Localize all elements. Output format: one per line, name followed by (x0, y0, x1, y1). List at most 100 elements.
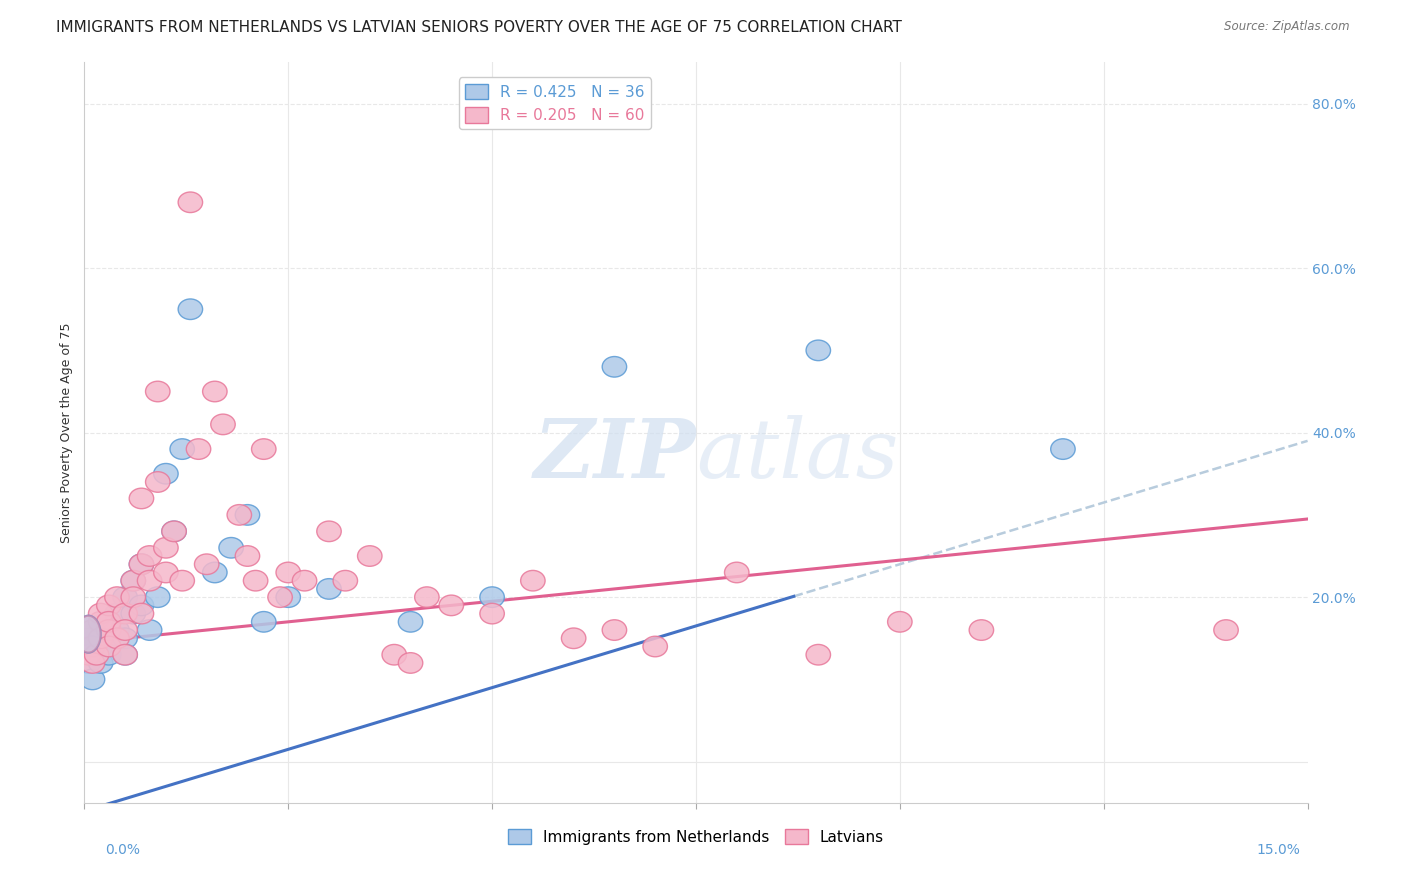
Ellipse shape (333, 570, 357, 591)
Ellipse shape (252, 439, 276, 459)
Ellipse shape (316, 521, 342, 541)
Ellipse shape (1213, 620, 1239, 640)
Ellipse shape (439, 595, 464, 615)
Ellipse shape (276, 562, 301, 582)
Text: 15.0%: 15.0% (1257, 843, 1301, 857)
Ellipse shape (97, 595, 121, 615)
Ellipse shape (292, 570, 316, 591)
Ellipse shape (112, 603, 138, 624)
Ellipse shape (138, 620, 162, 640)
Ellipse shape (153, 464, 179, 484)
Ellipse shape (97, 628, 121, 648)
Ellipse shape (235, 546, 260, 566)
Ellipse shape (602, 620, 627, 640)
Ellipse shape (479, 587, 505, 607)
Text: IMMIGRANTS FROM NETHERLANDS VS LATVIAN SENIORS POVERTY OVER THE AGE OF 75 CORREL: IMMIGRANTS FROM NETHERLANDS VS LATVIAN S… (56, 20, 903, 35)
Ellipse shape (97, 620, 121, 640)
Ellipse shape (561, 628, 586, 648)
Ellipse shape (398, 612, 423, 632)
Ellipse shape (97, 612, 121, 632)
Ellipse shape (316, 579, 342, 599)
Ellipse shape (121, 603, 146, 624)
Ellipse shape (243, 570, 269, 591)
Ellipse shape (170, 439, 194, 459)
Ellipse shape (235, 505, 260, 525)
Ellipse shape (89, 612, 112, 632)
Ellipse shape (89, 636, 112, 657)
Ellipse shape (146, 381, 170, 401)
Text: 0.0%: 0.0% (105, 843, 141, 857)
Ellipse shape (969, 620, 994, 640)
Ellipse shape (121, 570, 146, 591)
Ellipse shape (170, 570, 194, 591)
Ellipse shape (1050, 439, 1076, 459)
Ellipse shape (112, 644, 138, 665)
Ellipse shape (80, 620, 105, 640)
Y-axis label: Seniors Poverty Over the Age of 75: Seniors Poverty Over the Age of 75 (60, 322, 73, 543)
Ellipse shape (162, 521, 187, 541)
Ellipse shape (179, 299, 202, 319)
Ellipse shape (129, 554, 153, 574)
Ellipse shape (153, 562, 179, 582)
Ellipse shape (89, 603, 112, 624)
Ellipse shape (162, 521, 187, 541)
Ellipse shape (121, 570, 146, 591)
Ellipse shape (398, 653, 423, 673)
Ellipse shape (153, 538, 179, 558)
Text: Source: ZipAtlas.com: Source: ZipAtlas.com (1225, 20, 1350, 33)
Ellipse shape (104, 587, 129, 607)
Ellipse shape (112, 620, 138, 640)
Ellipse shape (104, 603, 129, 624)
Ellipse shape (76, 653, 101, 673)
Ellipse shape (187, 439, 211, 459)
Ellipse shape (97, 644, 121, 665)
Ellipse shape (202, 381, 228, 401)
Text: atlas: atlas (696, 415, 898, 495)
Ellipse shape (129, 595, 153, 615)
Ellipse shape (112, 628, 138, 648)
Ellipse shape (415, 587, 439, 607)
Ellipse shape (76, 615, 101, 653)
Ellipse shape (80, 669, 105, 690)
Ellipse shape (269, 587, 292, 607)
Ellipse shape (138, 570, 162, 591)
Ellipse shape (129, 554, 153, 574)
Ellipse shape (806, 340, 831, 360)
Ellipse shape (76, 628, 101, 648)
Ellipse shape (479, 603, 505, 624)
Ellipse shape (887, 612, 912, 632)
Ellipse shape (112, 587, 138, 607)
Ellipse shape (76, 644, 101, 665)
Ellipse shape (357, 546, 382, 566)
Ellipse shape (84, 628, 108, 648)
Ellipse shape (219, 538, 243, 558)
Ellipse shape (76, 615, 101, 653)
Ellipse shape (104, 628, 129, 648)
Ellipse shape (129, 603, 153, 624)
Ellipse shape (80, 644, 105, 665)
Ellipse shape (602, 357, 627, 377)
Ellipse shape (89, 653, 112, 673)
Ellipse shape (97, 612, 121, 632)
Ellipse shape (202, 562, 228, 582)
Ellipse shape (194, 554, 219, 574)
Ellipse shape (211, 414, 235, 434)
Ellipse shape (80, 653, 105, 673)
Ellipse shape (146, 472, 170, 492)
Ellipse shape (89, 628, 112, 648)
Ellipse shape (806, 644, 831, 665)
Ellipse shape (179, 192, 202, 212)
Ellipse shape (129, 488, 153, 508)
Ellipse shape (643, 636, 668, 657)
Ellipse shape (84, 644, 108, 665)
Ellipse shape (382, 644, 406, 665)
Ellipse shape (112, 644, 138, 665)
Ellipse shape (138, 546, 162, 566)
Ellipse shape (724, 562, 749, 582)
Ellipse shape (104, 620, 129, 640)
Ellipse shape (89, 620, 112, 640)
Legend: Immigrants from Netherlands, Latvians: Immigrants from Netherlands, Latvians (502, 822, 890, 851)
Text: ZIP: ZIP (533, 415, 696, 495)
Ellipse shape (121, 587, 146, 607)
Ellipse shape (146, 587, 170, 607)
